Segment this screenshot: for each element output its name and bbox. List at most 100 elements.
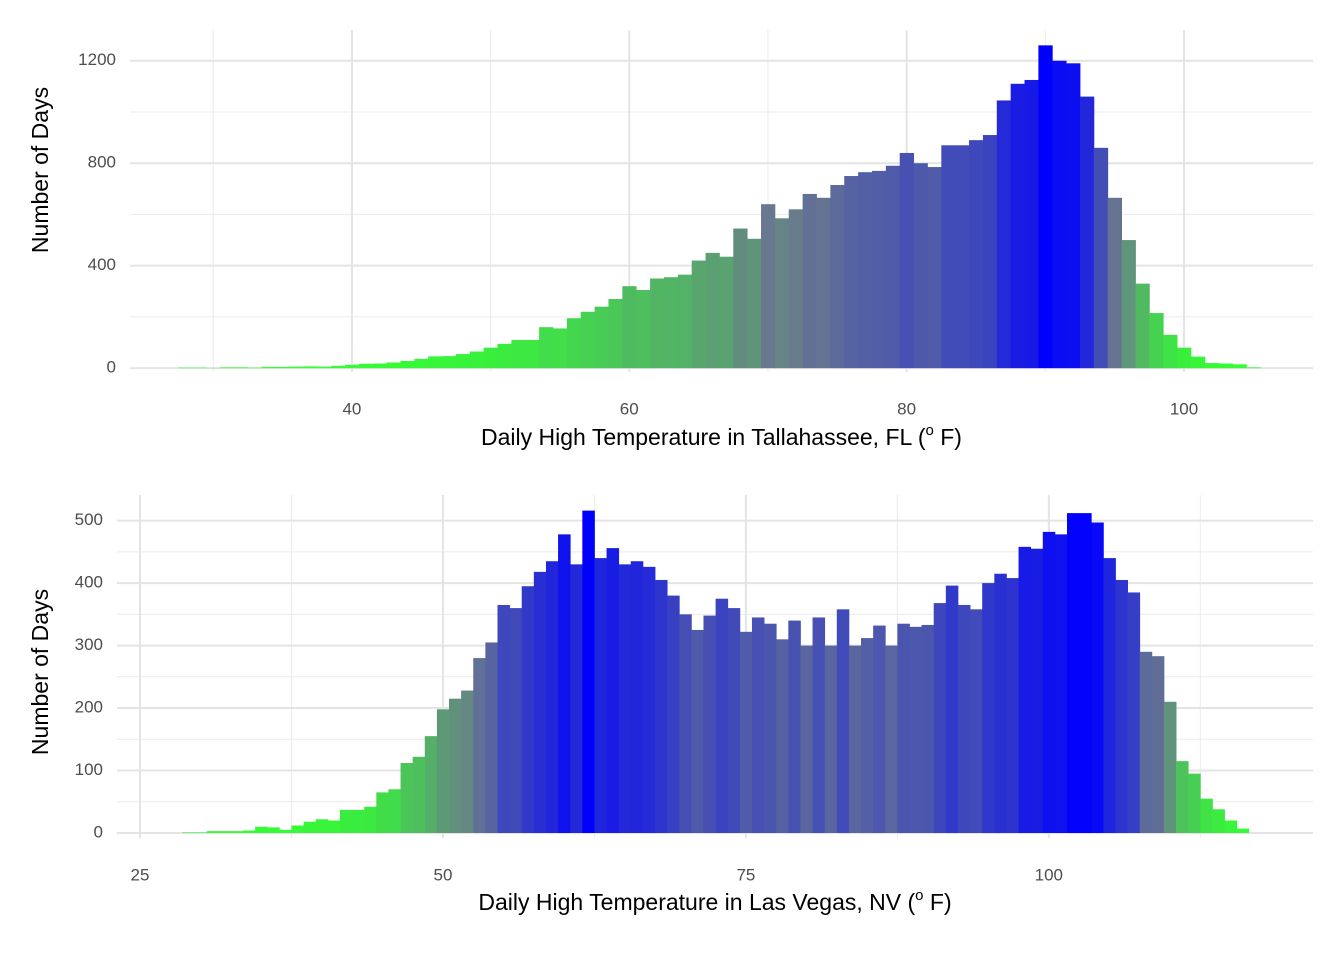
- y-tick-label: 800: [88, 153, 116, 172]
- bar: [608, 298, 623, 369]
- bar: [539, 327, 554, 369]
- bar: [1177, 347, 1192, 369]
- bar: [344, 364, 360, 369]
- x-axis-title: Daily High Temperature in Tallahassee, F…: [481, 422, 962, 450]
- bar: [636, 290, 651, 369]
- bar: [1232, 364, 1247, 369]
- bar: [1176, 761, 1189, 834]
- bar: [483, 347, 498, 369]
- bar: [358, 363, 374, 369]
- bar: [1188, 773, 1201, 834]
- bar: [1006, 578, 1019, 834]
- y-tick-label: 500: [75, 510, 103, 529]
- bar: [339, 809, 353, 834]
- bar: [331, 365, 346, 369]
- bar: [230, 831, 244, 834]
- bar: [747, 238, 762, 369]
- bar: [705, 252, 720, 369]
- bar: [1054, 534, 1068, 834]
- y-tick-label: 300: [75, 635, 103, 654]
- bar: [739, 631, 753, 834]
- bar: [982, 583, 995, 834]
- x-axis-title-part: Daily High Temperature in Las Vegas, NV …: [478, 889, 915, 915]
- bar: [194, 832, 208, 834]
- bar: [800, 645, 813, 834]
- bar: [957, 604, 971, 834]
- bar: [570, 564, 583, 834]
- bar: [776, 639, 789, 834]
- bar: [1151, 656, 1165, 834]
- bar: [909, 626, 923, 834]
- bar: [545, 561, 559, 834]
- bar: [858, 172, 873, 369]
- bar: [1024, 79, 1039, 369]
- bar: [1236, 828, 1250, 834]
- bar: [848, 645, 862, 834]
- bar: [388, 789, 401, 834]
- bar: [455, 354, 471, 369]
- bar: [650, 278, 665, 369]
- bar: [327, 820, 341, 834]
- bar: [1093, 147, 1109, 369]
- bar: [1067, 513, 1080, 834]
- y-tick-label: 0: [94, 822, 103, 841]
- bar: [192, 367, 207, 369]
- bar: [844, 176, 859, 369]
- bar: [996, 100, 1012, 369]
- bar: [871, 170, 887, 369]
- bar: [727, 608, 741, 834]
- y-tick-label: 400: [88, 255, 116, 274]
- bar: [885, 165, 901, 369]
- bar: [830, 184, 845, 369]
- bar: [580, 311, 596, 369]
- bar: [933, 603, 947, 834]
- bar: [414, 358, 429, 369]
- x-axis-title-superscript: o: [926, 422, 934, 439]
- bar: [424, 736, 438, 834]
- x-axis-title-part: F): [924, 889, 952, 915]
- bar: [970, 609, 983, 834]
- x-tick-label: 80: [897, 399, 916, 418]
- bar: [386, 362, 401, 369]
- y-axis-title: Number of Days: [27, 87, 53, 253]
- bar: [400, 763, 414, 834]
- bar: [1200, 798, 1213, 834]
- bar: [428, 356, 443, 369]
- bar: [497, 343, 512, 369]
- bar: [243, 830, 256, 834]
- bar: [218, 831, 232, 834]
- bar: [566, 318, 582, 369]
- bar: [764, 623, 777, 834]
- bar: [691, 629, 704, 834]
- bar: [774, 218, 790, 369]
- bar: [677, 274, 693, 369]
- bar: [255, 826, 268, 834]
- x-axis-title: Daily High Temperature in Las Vegas, NV …: [478, 887, 951, 915]
- bar: [719, 256, 734, 369]
- bar: [1115, 579, 1129, 834]
- bar: [715, 598, 729, 834]
- bar: [509, 608, 523, 834]
- bar: [1163, 701, 1177, 834]
- bar: [1127, 592, 1141, 834]
- bar: [761, 204, 776, 369]
- y-tick-label: 400: [75, 573, 103, 592]
- x-axis-title-part: F): [934, 424, 962, 450]
- bar: [317, 366, 332, 369]
- bar: [279, 829, 292, 834]
- bar: [533, 571, 547, 834]
- bar: [622, 286, 637, 369]
- bar: [606, 548, 620, 834]
- bar: [372, 363, 387, 369]
- y-tick-label: 0: [107, 358, 116, 377]
- bar: [802, 193, 817, 369]
- bar: [376, 792, 389, 834]
- bar: [655, 579, 668, 834]
- x-tick-label: 100: [1170, 399, 1198, 418]
- bar: [1135, 283, 1150, 369]
- bar: [667, 595, 680, 834]
- bar: [303, 821, 317, 834]
- bar: [691, 260, 706, 369]
- bar: [1042, 531, 1056, 834]
- bar: [921, 624, 935, 834]
